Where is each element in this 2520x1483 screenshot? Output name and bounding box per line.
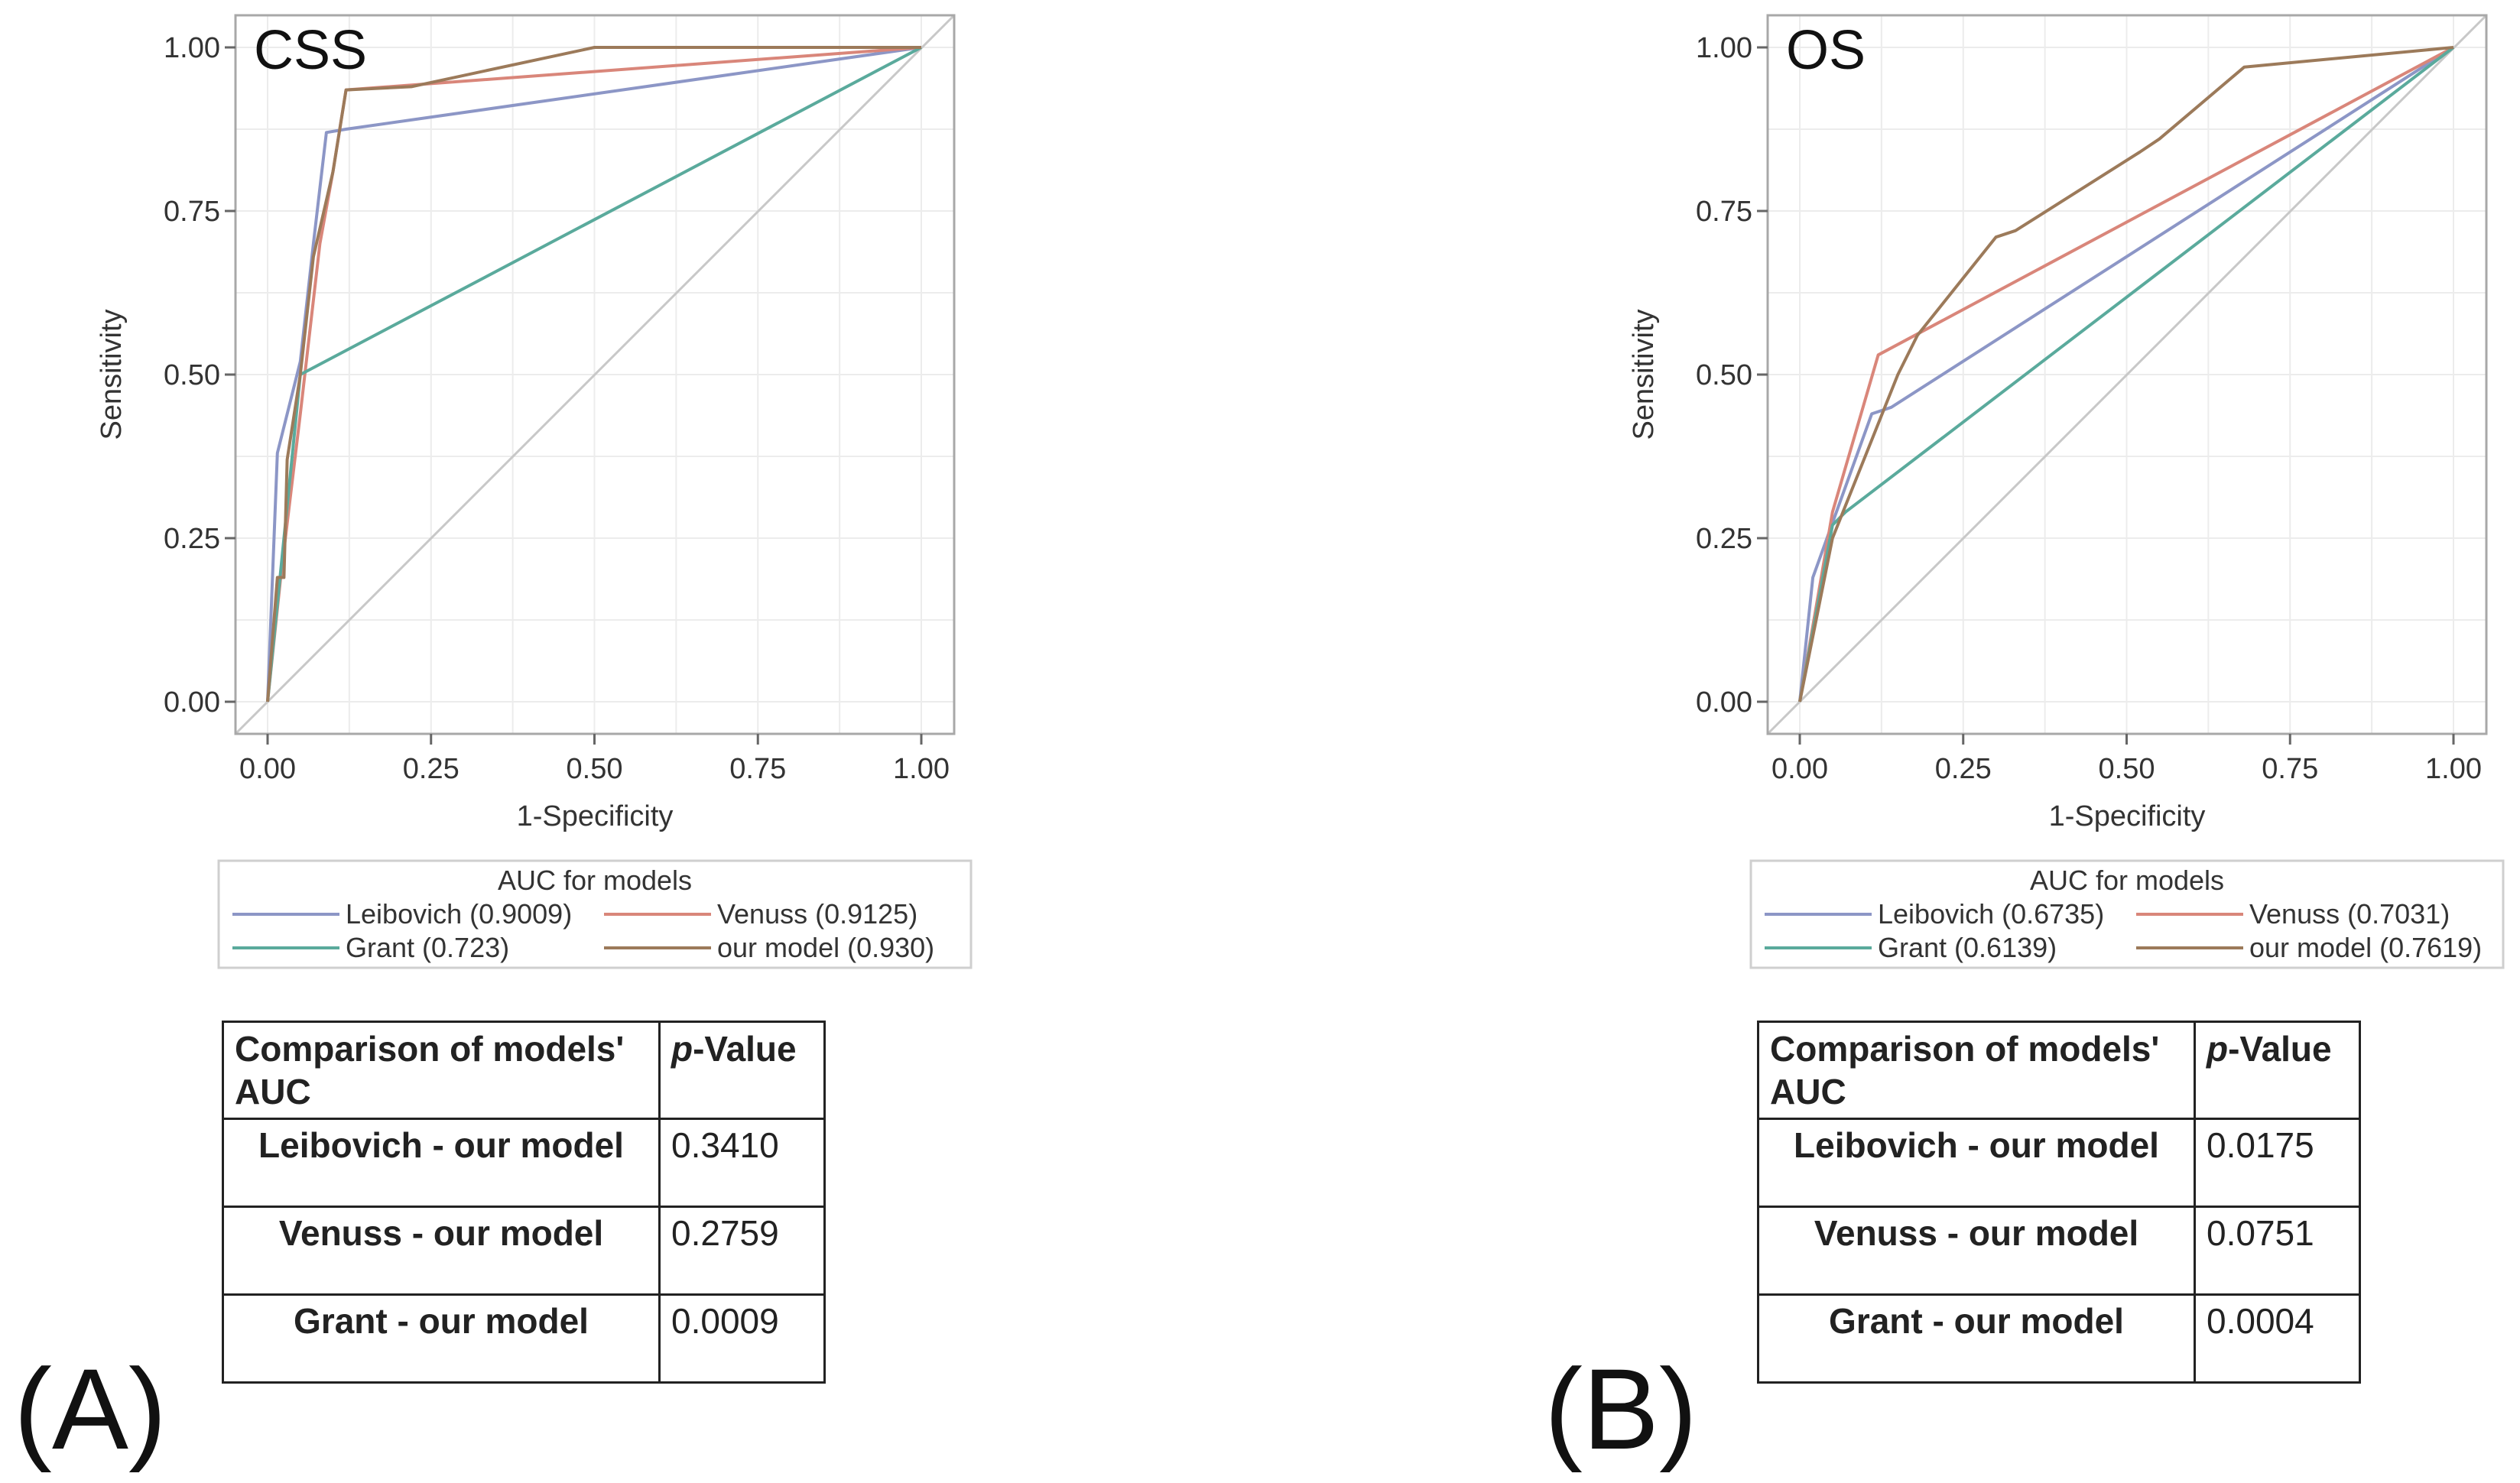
table-row: Venuss - our model 0.2759 (222, 1206, 826, 1296)
p-value-cell: 0.2759 (658, 1206, 826, 1296)
y-tick-label: 0.50 (164, 359, 220, 391)
y-tick-label: 0.75 (164, 196, 220, 228)
legend-entry-3: our model (0.7619) (2249, 932, 2482, 963)
legend-box (217, 859, 973, 969)
reference-diagonal (234, 14, 956, 735)
roc-panel-1: 0.00 0.00 0.25 0.25 0.50 0.50 0.75 0.75 1.00 1.00… (1544, 14, 2505, 1473)
y-tick-label: 0.00 (1696, 686, 1752, 719)
x-tick-label: 1.00 (893, 753, 950, 785)
y-tick-label: 0.25 (1696, 523, 1752, 555)
series-line-3 (266, 46, 921, 703)
table-row: Grant - our model 0.0009 (222, 1293, 826, 1384)
x-tick-label: 0.75 (2262, 753, 2318, 785)
y-tick-label: 0.75 (1696, 196, 1752, 228)
y-tick-label: 0.25 (164, 523, 220, 555)
comparison-cell: Leibovich - our model (1757, 1118, 2196, 1208)
series-line-0 (1798, 46, 2455, 703)
comparison-cell: Grant - our model (222, 1293, 661, 1384)
x-axis-label: 1-Specificity (2049, 800, 2206, 832)
legend-entry-2: Grant (0.6139) (1878, 932, 2057, 963)
header-p-value: p-Value (2194, 1021, 2361, 1120)
p-value-cell: 0.0009 (658, 1293, 826, 1384)
p-value-cell: 0.0175 (2194, 1118, 2361, 1208)
x-tick-label: 0.25 (1935, 753, 1992, 785)
x-tick-label: 0.00 (1771, 753, 1828, 785)
table-row: Venuss - our model 0.0751 (1757, 1206, 2361, 1296)
reference-diagonal (1766, 14, 2488, 735)
p-value-cell: 0.3410 (658, 1118, 826, 1208)
series-line-3 (1798, 46, 2454, 703)
auc-comparison-table-css: Comparison of models' AUC p-Value Leibov… (222, 1021, 826, 1384)
y-tick-label: 0.50 (1696, 359, 1752, 391)
header-comparison: Comparison of models' AUC (1757, 1021, 2196, 1120)
comparison-cell: Leibovich - our model (222, 1118, 661, 1208)
legend-entry-0: Leibovich (0.6735) (1878, 898, 2104, 930)
comparison-cell: Venuss - our model (1757, 1206, 2196, 1296)
legend-entry-3: our model (0.930) (717, 932, 934, 963)
table-header-row: Comparison of models' AUC p-Value (222, 1021, 826, 1120)
p-value-cell: 0.0751 (2194, 1206, 2361, 1296)
table-header-row: Comparison of models' AUC p-Value (1757, 1021, 2361, 1120)
comparison-cell: Venuss - our model (222, 1206, 661, 1296)
auc-comparison-table-os: Comparison of models' AUC p-Value Leibov… (1757, 1021, 2361, 1384)
panel-label: (B) (1544, 1345, 1697, 1473)
y-axis-label: Sensitivity (1628, 309, 1660, 440)
table-row: Leibovich - our model 0.3410 (222, 1118, 826, 1208)
legend-entry-1: Venuss (0.9125) (717, 898, 917, 930)
legend-title: AUC for models (498, 865, 692, 896)
series-line-0 (266, 46, 922, 703)
y-tick-label: 0.00 (164, 686, 220, 719)
p-value-cell: 0.0004 (2194, 1293, 2361, 1384)
table-row: Grant - our model 0.0004 (1757, 1293, 2361, 1384)
legend-box (1749, 859, 2505, 969)
plot-title: OS (1786, 20, 1866, 81)
legend-entry-1: Venuss (0.7031) (2249, 898, 2450, 930)
x-tick-label: 0.50 (567, 753, 623, 785)
legend-title: AUC for models (2030, 865, 2224, 896)
x-tick-label: 0.25 (403, 753, 460, 785)
legend-entry-2: Grant (0.723) (346, 932, 509, 963)
x-axis-label: 1-Specificity (517, 800, 674, 832)
roc-panel-0: 0.00 0.00 0.25 0.25 0.50 0.50 0.75 0.75 1.00 1.00… (14, 14, 973, 1473)
panel-label: (A) (14, 1345, 167, 1473)
y-axis-label: Sensitivity (96, 309, 128, 440)
x-tick-label: 0.75 (729, 753, 786, 785)
y-tick-label: 1.00 (1696, 32, 1752, 64)
x-tick-label: 0.00 (239, 753, 296, 785)
legend-entry-0: Leibovich (0.9009) (346, 898, 572, 930)
comparison-cell: Grant - our model (1757, 1293, 2196, 1384)
y-tick-label: 1.00 (164, 32, 220, 64)
table-row: Leibovich - our model 0.0175 (1757, 1118, 2361, 1208)
x-tick-label: 1.00 (2425, 753, 2482, 785)
header-p-value: p-Value (658, 1021, 826, 1120)
plot-title: CSS (254, 20, 367, 81)
x-tick-label: 0.50 (2099, 753, 2155, 785)
header-comparison: Comparison of models' AUC (222, 1021, 661, 1120)
